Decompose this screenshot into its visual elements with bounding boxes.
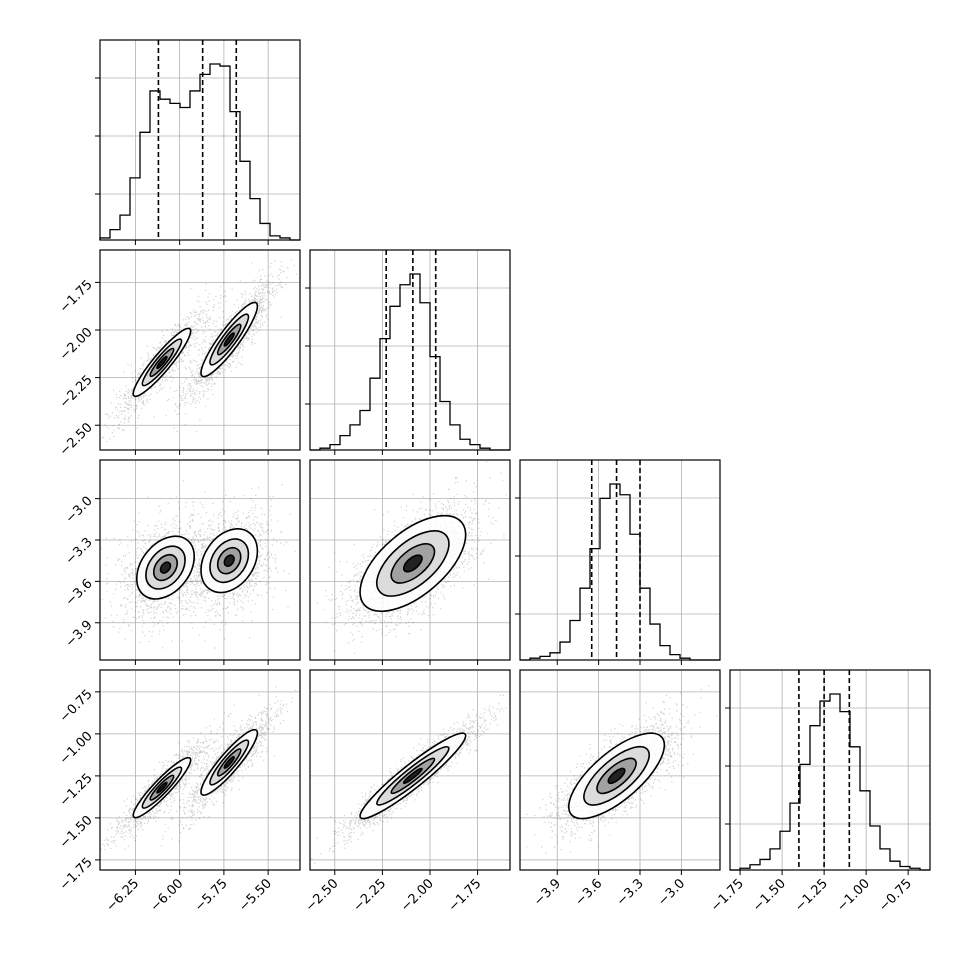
density-contour — [156, 781, 168, 794]
panel-3-1: −2.50 −2.25 −2.00 −1.75 — [303, 669, 511, 915]
density-contour — [607, 767, 626, 785]
x-tick-label: −1.50 — [750, 876, 789, 915]
y-tick-label: −0.75 — [57, 687, 96, 726]
scatter-points — [526, 685, 718, 854]
panel-frame — [99, 249, 301, 451]
panel-background — [100, 460, 300, 660]
panel-frame — [729, 669, 931, 871]
panel-frame — [99, 459, 301, 661]
panel-background — [100, 250, 300, 450]
x-tick-label: −3.0 — [655, 876, 688, 909]
x-tick-label: −3.9 — [531, 876, 564, 909]
panel-2-0: −3.9 −3.6 −3.3 −3.0 — [63, 459, 301, 665]
panel-3-2: −3.9 −3.6 −3.3 −3.0 — [519, 669, 721, 909]
x-tick-label: −2.00 — [398, 876, 437, 915]
panel-frame — [99, 39, 301, 241]
panel-background — [100, 40, 300, 240]
y-tick-label: −1.25 — [57, 771, 96, 810]
y-tick-label: −1.50 — [57, 813, 96, 852]
y-tick-label: −1.75 — [57, 277, 96, 316]
x-tick-label: −3.3 — [614, 876, 647, 909]
density-contour — [402, 767, 423, 785]
panel-frame — [309, 459, 511, 661]
density-contour — [223, 755, 235, 769]
x-tick-label: −5.50 — [236, 876, 275, 915]
y-tick-label: −3.6 — [63, 576, 96, 609]
y-tick-label: −3.9 — [63, 618, 96, 651]
x-tick-label: −2.50 — [303, 876, 342, 915]
panel-0-0 — [95, 39, 301, 245]
panel-3-3: −1.75 −1.50 −1.25 −1.00 −0.75 — [708, 669, 931, 915]
scatter-points — [100, 686, 296, 851]
panel-1-0: −2.50 −2.25 −2.00 −1.75 — [57, 249, 301, 459]
panel-frame — [309, 669, 511, 871]
x-tick-label: −1.75 — [708, 876, 747, 915]
panel-2-1 — [309, 459, 511, 665]
scatter-points — [316, 461, 510, 654]
x-tick-label: −0.75 — [876, 876, 915, 915]
y-tick-label: −1.75 — [57, 855, 96, 894]
density-contour — [402, 554, 423, 573]
x-tick-label: −3.6 — [573, 876, 606, 909]
histogram-step — [520, 483, 720, 661]
panel-2-2 — [515, 459, 721, 665]
panel-frame — [519, 669, 721, 871]
x-tick-label: −1.75 — [446, 876, 485, 915]
histogram-step — [99, 63, 300, 241]
panel-3-0: −1.75−1.50−1.25−1.00−0.75 −6.25 −6.00 −5.75… — [57, 669, 301, 915]
panel-frame — [309, 249, 511, 451]
density-contour — [156, 355, 168, 370]
density-contour — [159, 561, 172, 574]
x-tick-label: −6.25 — [103, 876, 142, 915]
scatter-points — [101, 259, 297, 443]
y-tick-label: −3.0 — [63, 494, 96, 527]
panel-1-1 — [305, 249, 511, 455]
x-tick-label: −2.25 — [350, 876, 389, 915]
x-tick-label: −1.00 — [834, 876, 873, 915]
x-tick-label: −1.25 — [792, 876, 831, 915]
y-tick-label: −1.00 — [57, 729, 96, 768]
panel-background — [730, 670, 930, 870]
panel-background — [100, 670, 300, 870]
panel-frame — [519, 459, 721, 661]
histogram-step — [310, 273, 510, 451]
histogram-step — [730, 693, 930, 871]
panel-frame — [99, 669, 301, 871]
density-contour — [223, 332, 235, 347]
scatter-points — [311, 694, 507, 864]
x-tick-label: −6.00 — [148, 876, 187, 915]
y-tick-label: −3.3 — [63, 535, 96, 568]
scatter-points — [100, 480, 296, 649]
y-tick-label: −2.25 — [57, 373, 96, 412]
y-tick-label: −2.50 — [57, 420, 96, 459]
x-tick-label: −5.75 — [192, 876, 231, 915]
density-contour — [223, 554, 235, 567]
y-tick-label: −2.00 — [57, 325, 96, 364]
